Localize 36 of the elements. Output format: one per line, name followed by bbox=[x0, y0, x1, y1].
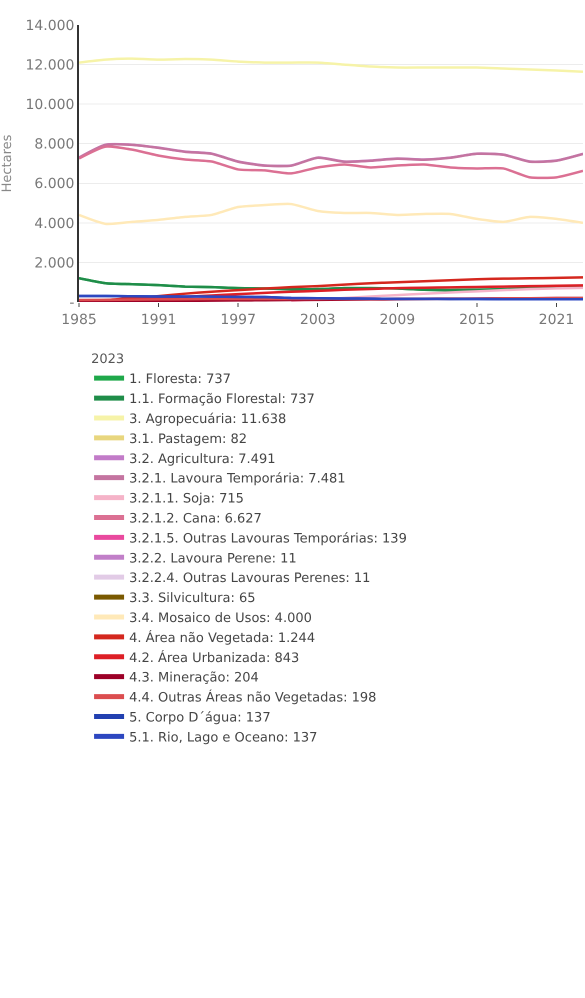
x-tick-label: 2009 bbox=[380, 312, 416, 328]
legend-label: 3.4. Mosaico de Usos: 4.000 bbox=[129, 611, 312, 626]
y-tick-label: 10.000 bbox=[25, 97, 74, 114]
y-tick-label: 6.000 bbox=[34, 176, 74, 192]
legend-label: 3.2.1.1. Soja: 715 bbox=[129, 492, 244, 507]
legend-label: 3.2.1.5. Outras Lavouras Temporárias: 139 bbox=[129, 531, 407, 546]
legend-label: 5.1. Rio, Lago e Oceano: 137 bbox=[129, 730, 318, 746]
y-tick-label: - bbox=[69, 294, 74, 311]
legend-label: 1. Floresta: 737 bbox=[129, 372, 231, 388]
legend-title: 2023 bbox=[91, 352, 124, 368]
y-axis-title: Hectares bbox=[0, 134, 15, 192]
x-tick-label: 1991 bbox=[140, 312, 176, 328]
x-tick-label: 2003 bbox=[300, 312, 336, 328]
y-tick-label: 14.000 bbox=[25, 18, 74, 34]
legend-label: 4. Área não Vegetada: 1.244 bbox=[129, 628, 316, 646]
legend-label: 1.1. Formação Florestal: 737 bbox=[129, 392, 315, 408]
legend-label: 3.2. Agricultura: 7.491 bbox=[129, 452, 276, 467]
x-tick-label: 2015 bbox=[459, 312, 495, 328]
legend-label: 3.1. Pastagem: 82 bbox=[129, 432, 248, 447]
legend-label: 4.2. Área Urbanizada: 843 bbox=[129, 648, 300, 666]
y-tick-label: 12.000 bbox=[25, 57, 74, 74]
x-tick-label: 1985 bbox=[61, 312, 97, 328]
legend-label: 3.3. Silvicultura: 65 bbox=[129, 591, 256, 606]
legend-label: 3. Agropecuária: 11.638 bbox=[129, 412, 286, 428]
y-tick-label: 2.000 bbox=[34, 255, 74, 272]
y-tick-label: 4.000 bbox=[34, 216, 74, 232]
legend-label: 3.2.1. Lavoura Temporária: 7.481 bbox=[129, 472, 346, 487]
legend-label: 3.2.1.2. Cana: 6.627 bbox=[129, 512, 262, 527]
legend-label: 4.3. Mineração: 204 bbox=[129, 670, 259, 686]
legend-label: 3.2.2.4. Outras Lavouras Perenes: 11 bbox=[129, 571, 370, 586]
legend-label: 4.4. Outras Áreas não Vegetadas: 198 bbox=[129, 688, 376, 706]
x-tick-label: 2021 bbox=[538, 312, 574, 328]
legend-label: 3.2.2. Lavoura Perene: 11 bbox=[129, 551, 297, 566]
legend-label: 5. Corpo D´água: 137 bbox=[129, 710, 271, 726]
y-tick-label: 8.000 bbox=[34, 136, 74, 153]
x-tick-label: 1997 bbox=[220, 312, 256, 328]
